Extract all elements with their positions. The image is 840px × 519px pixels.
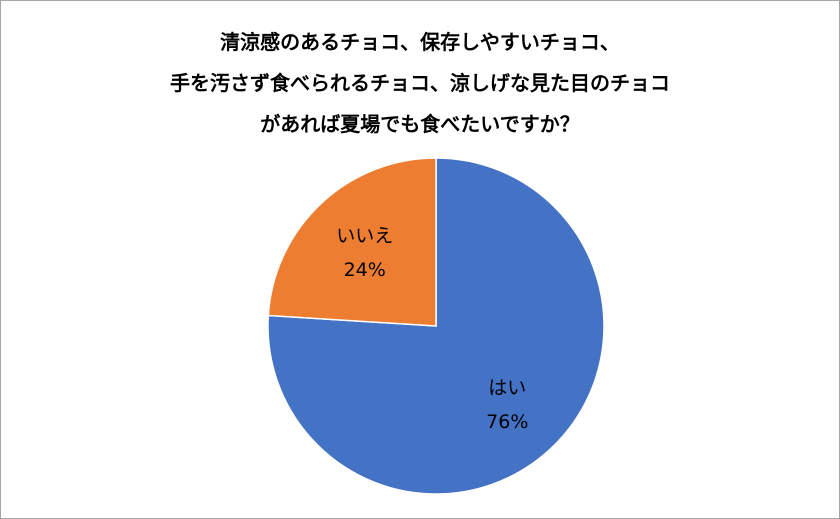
slice-value-label-0: 76%	[486, 411, 528, 433]
title-line-3: があれば夏場でも食べたいですか？	[260, 112, 580, 136]
title-line-1: 清涼感のあるチョコ、保存しやすいチョコ、	[220, 30, 620, 54]
title-line-2: 手を汚さず食べられるチョコ、涼しげな見た目のチョコ	[170, 71, 670, 95]
slice-label-0: はい	[488, 377, 526, 399]
pie-slice-1	[267, 157, 437, 327]
chart-title: 清涼感のあるチョコ、保存しやすいチョコ、 手を汚さず食べられるチョコ、涼しげな見…	[0, 22, 840, 145]
slice-value-label-1: 24%	[344, 259, 386, 281]
slice-label-1: いいえ	[336, 225, 393, 247]
pie-slice-0	[267, 157, 605, 495]
